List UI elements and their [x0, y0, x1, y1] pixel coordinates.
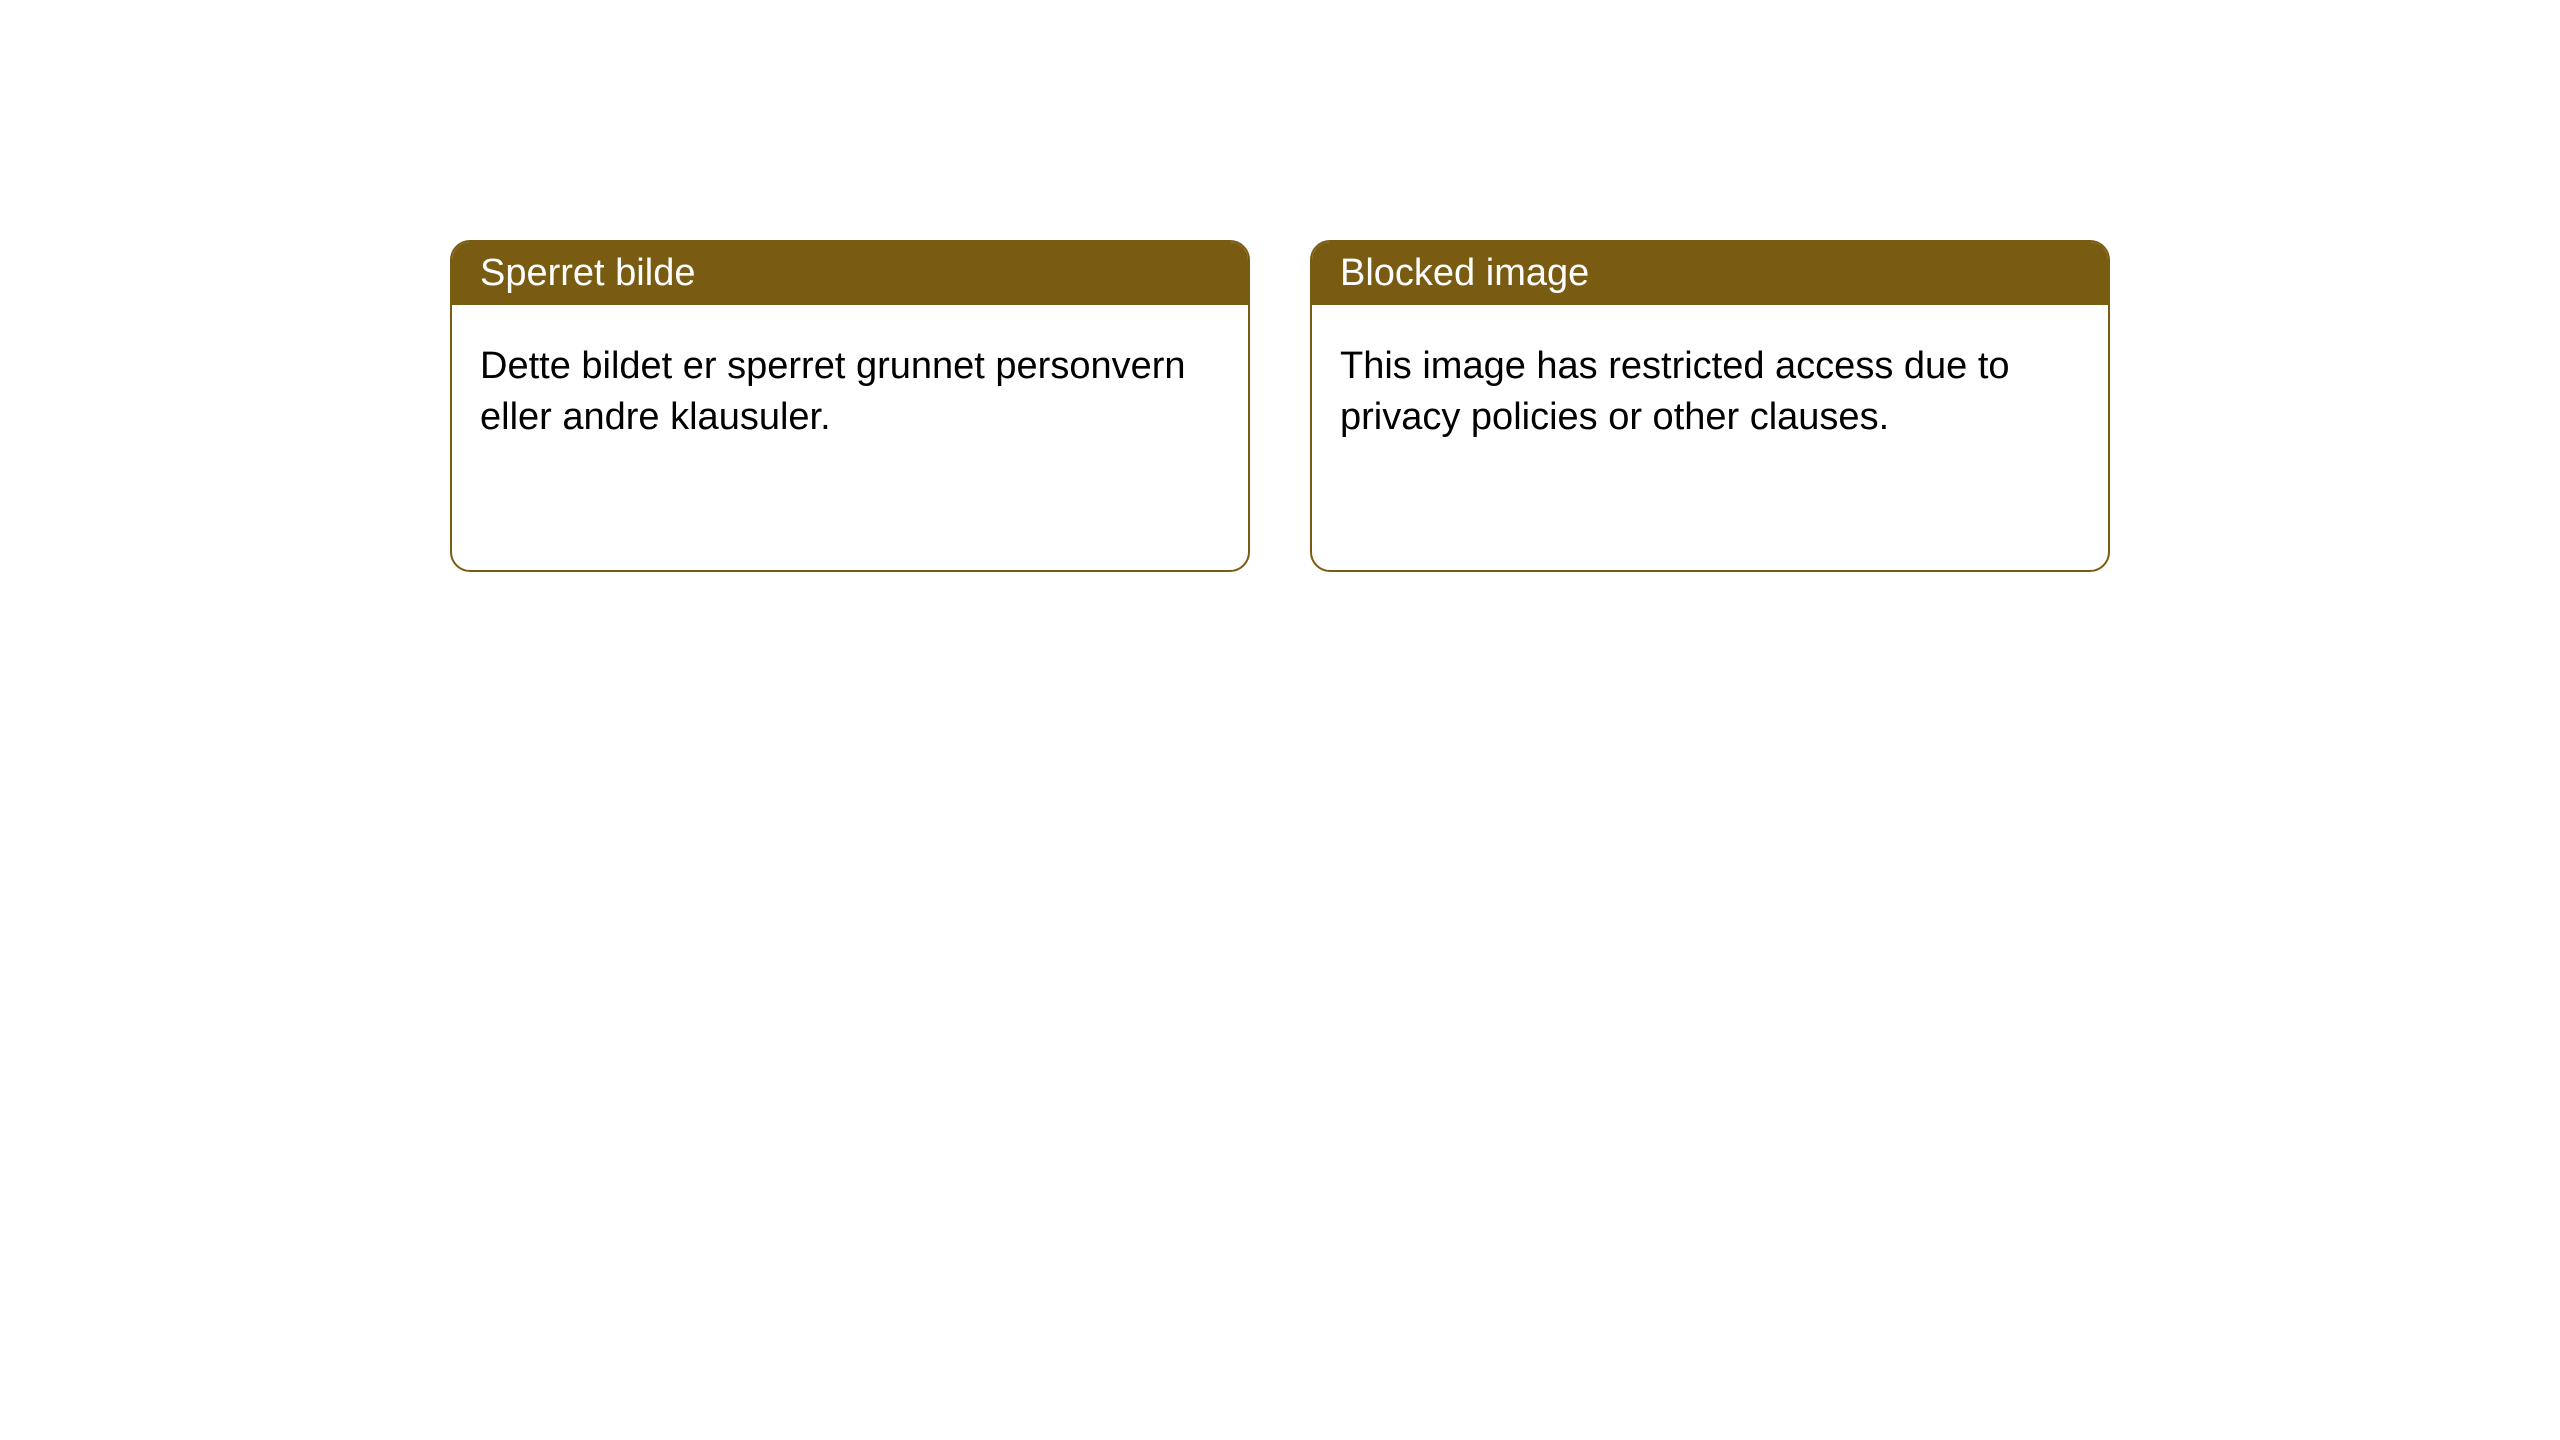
card-title-en: Blocked image [1340, 252, 1589, 294]
card-body-text-no: Dette bildet er sperret grunnet personve… [480, 345, 1186, 438]
blocked-image-card-no: Sperret bilde Dette bildet er sperret gr… [450, 240, 1250, 572]
card-body-no: Dette bildet er sperret grunnet personve… [452, 305, 1248, 480]
blocked-image-card-en: Blocked image This image has restricted … [1310, 240, 2110, 572]
card-header-en: Blocked image [1312, 242, 2108, 305]
message-cards-container: Sperret bilde Dette bildet er sperret gr… [450, 240, 2110, 572]
card-title-no: Sperret bilde [480, 252, 695, 294]
card-body-text-en: This image has restricted access due to … [1340, 345, 2010, 438]
card-body-en: This image has restricted access due to … [1312, 305, 2108, 480]
card-header-no: Sperret bilde [452, 242, 1248, 305]
